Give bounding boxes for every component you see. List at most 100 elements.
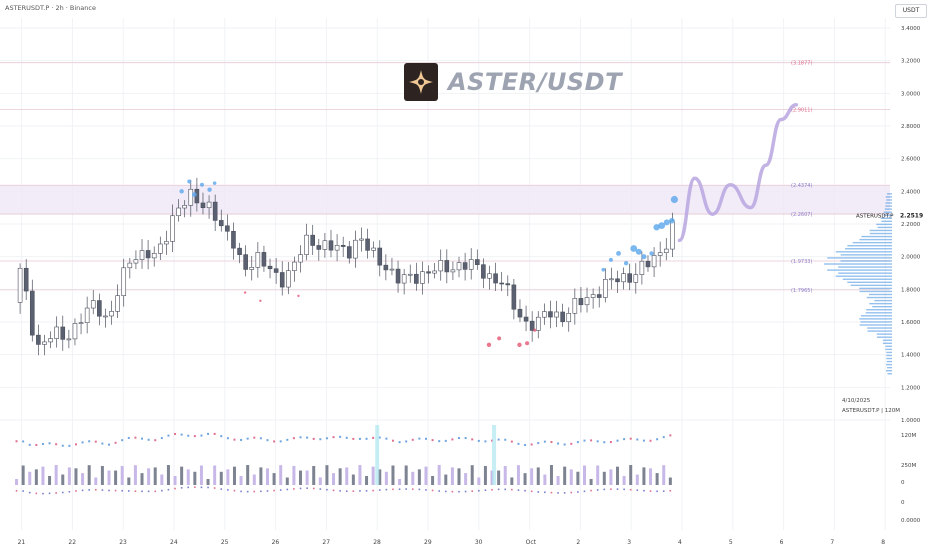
volume-bar (483, 465, 487, 485)
momentum-dot (392, 488, 394, 491)
candle-body (609, 278, 614, 281)
momentum-dot (15, 490, 18, 492)
oscillator-dot (332, 436, 335, 439)
volume-bar (490, 470, 494, 485)
volume-bar (285, 477, 289, 485)
oscillator-dot (88, 440, 91, 443)
volume-bar (15, 479, 19, 485)
bubble-marker (608, 257, 613, 262)
volume-bar (107, 470, 111, 485)
momentum-dot (372, 489, 374, 492)
y-tick-label: 1.8000 (901, 287, 921, 293)
volume-profile-bar (885, 345, 892, 348)
volume-bar (54, 465, 58, 485)
momentum-dot (81, 489, 84, 492)
candle-body (151, 253, 157, 259)
oscillator-dot (623, 438, 626, 441)
y-tick-label: 2.6000 (901, 157, 921, 163)
candle-body (261, 252, 267, 267)
volume-bar (325, 465, 329, 485)
volume-profile-bar (885, 202, 892, 204)
oscillator-dot (154, 439, 157, 442)
momentum-dot (187, 486, 190, 489)
volume-bar (477, 477, 481, 485)
y-tick-label: 2.4000 (901, 189, 921, 195)
x-tick-label: 24 (170, 539, 178, 546)
candle-body (340, 245, 346, 247)
oscillator-dot (279, 440, 282, 443)
oscillator-dot (345, 436, 348, 439)
currency-button[interactable]: USDT (895, 4, 927, 18)
candle-body (377, 247, 383, 266)
oscillator-dot (273, 440, 276, 443)
oscillator-dot (517, 442, 520, 445)
volume-bar (510, 477, 514, 485)
volume-bar (662, 465, 666, 485)
volume-bar (431, 475, 435, 485)
candle-body (164, 241, 169, 245)
oscillator-dot (391, 439, 394, 442)
candle-body (554, 311, 559, 318)
momentum-dot (544, 491, 546, 494)
candle-body (444, 260, 450, 273)
candle-body (218, 220, 224, 227)
candle-body (310, 234, 316, 246)
candle-body (420, 271, 425, 284)
volume-profile-bar (885, 348, 892, 351)
momentum-dot (656, 490, 658, 493)
momentum-dot (108, 489, 110, 492)
volume-bar (193, 471, 197, 485)
bubble-marker (653, 224, 660, 231)
volume-bar (312, 466, 316, 485)
x-tick-label: 28 (373, 539, 381, 546)
volume-profile-bar (884, 208, 892, 210)
volume-bar (556, 476, 560, 485)
volume-profile-bar (867, 330, 892, 332)
volume-bar (279, 465, 283, 485)
y-tick-label: 2.2000 (901, 222, 921, 228)
volume-profile-bar (885, 205, 892, 207)
x-tick-label: 22 (68, 539, 76, 546)
volume-bar (259, 467, 263, 485)
oscillator-dot (292, 437, 295, 440)
volume-profile-bar (838, 266, 892, 268)
level-label: (2.9011) (791, 107, 812, 113)
volume-bar (589, 478, 593, 485)
momentum-dot (194, 486, 196, 488)
oscillator-dot (491, 439, 494, 442)
volume-profile-bar (886, 351, 892, 354)
momentum-dot (167, 488, 170, 491)
momentum-dot (260, 490, 262, 493)
x-tick-label: 27 (322, 539, 330, 546)
oscillator-dot (543, 440, 546, 443)
volume-bar (609, 469, 613, 485)
volume-profile-bar (847, 245, 892, 247)
candle-body (353, 239, 358, 259)
momentum-dot (596, 489, 599, 491)
candle-body (499, 282, 504, 285)
volume-bar (180, 466, 184, 485)
volume-bar (87, 465, 91, 485)
oscillator-dot (563, 443, 566, 446)
candle-body (267, 265, 273, 270)
oscillator-dot (35, 443, 38, 446)
red-marker (259, 299, 262, 302)
candle-body (36, 334, 41, 345)
candle-body (566, 313, 572, 323)
candle-body (292, 261, 297, 271)
red-marker (297, 294, 300, 298)
candle-body (188, 188, 194, 206)
volume-bar (470, 465, 474, 485)
oscillator-dot (358, 437, 361, 440)
volume-bar (464, 473, 468, 485)
oscillator-dot (669, 434, 672, 437)
oscillator-dot (431, 439, 434, 442)
oscillator-dot (167, 434, 170, 437)
oscillator-dot (550, 440, 553, 443)
volume-profile-bar (840, 260, 892, 262)
candle-body (237, 247, 242, 255)
volume-profile-bar (882, 342, 892, 344)
bubble-marker (199, 182, 204, 187)
